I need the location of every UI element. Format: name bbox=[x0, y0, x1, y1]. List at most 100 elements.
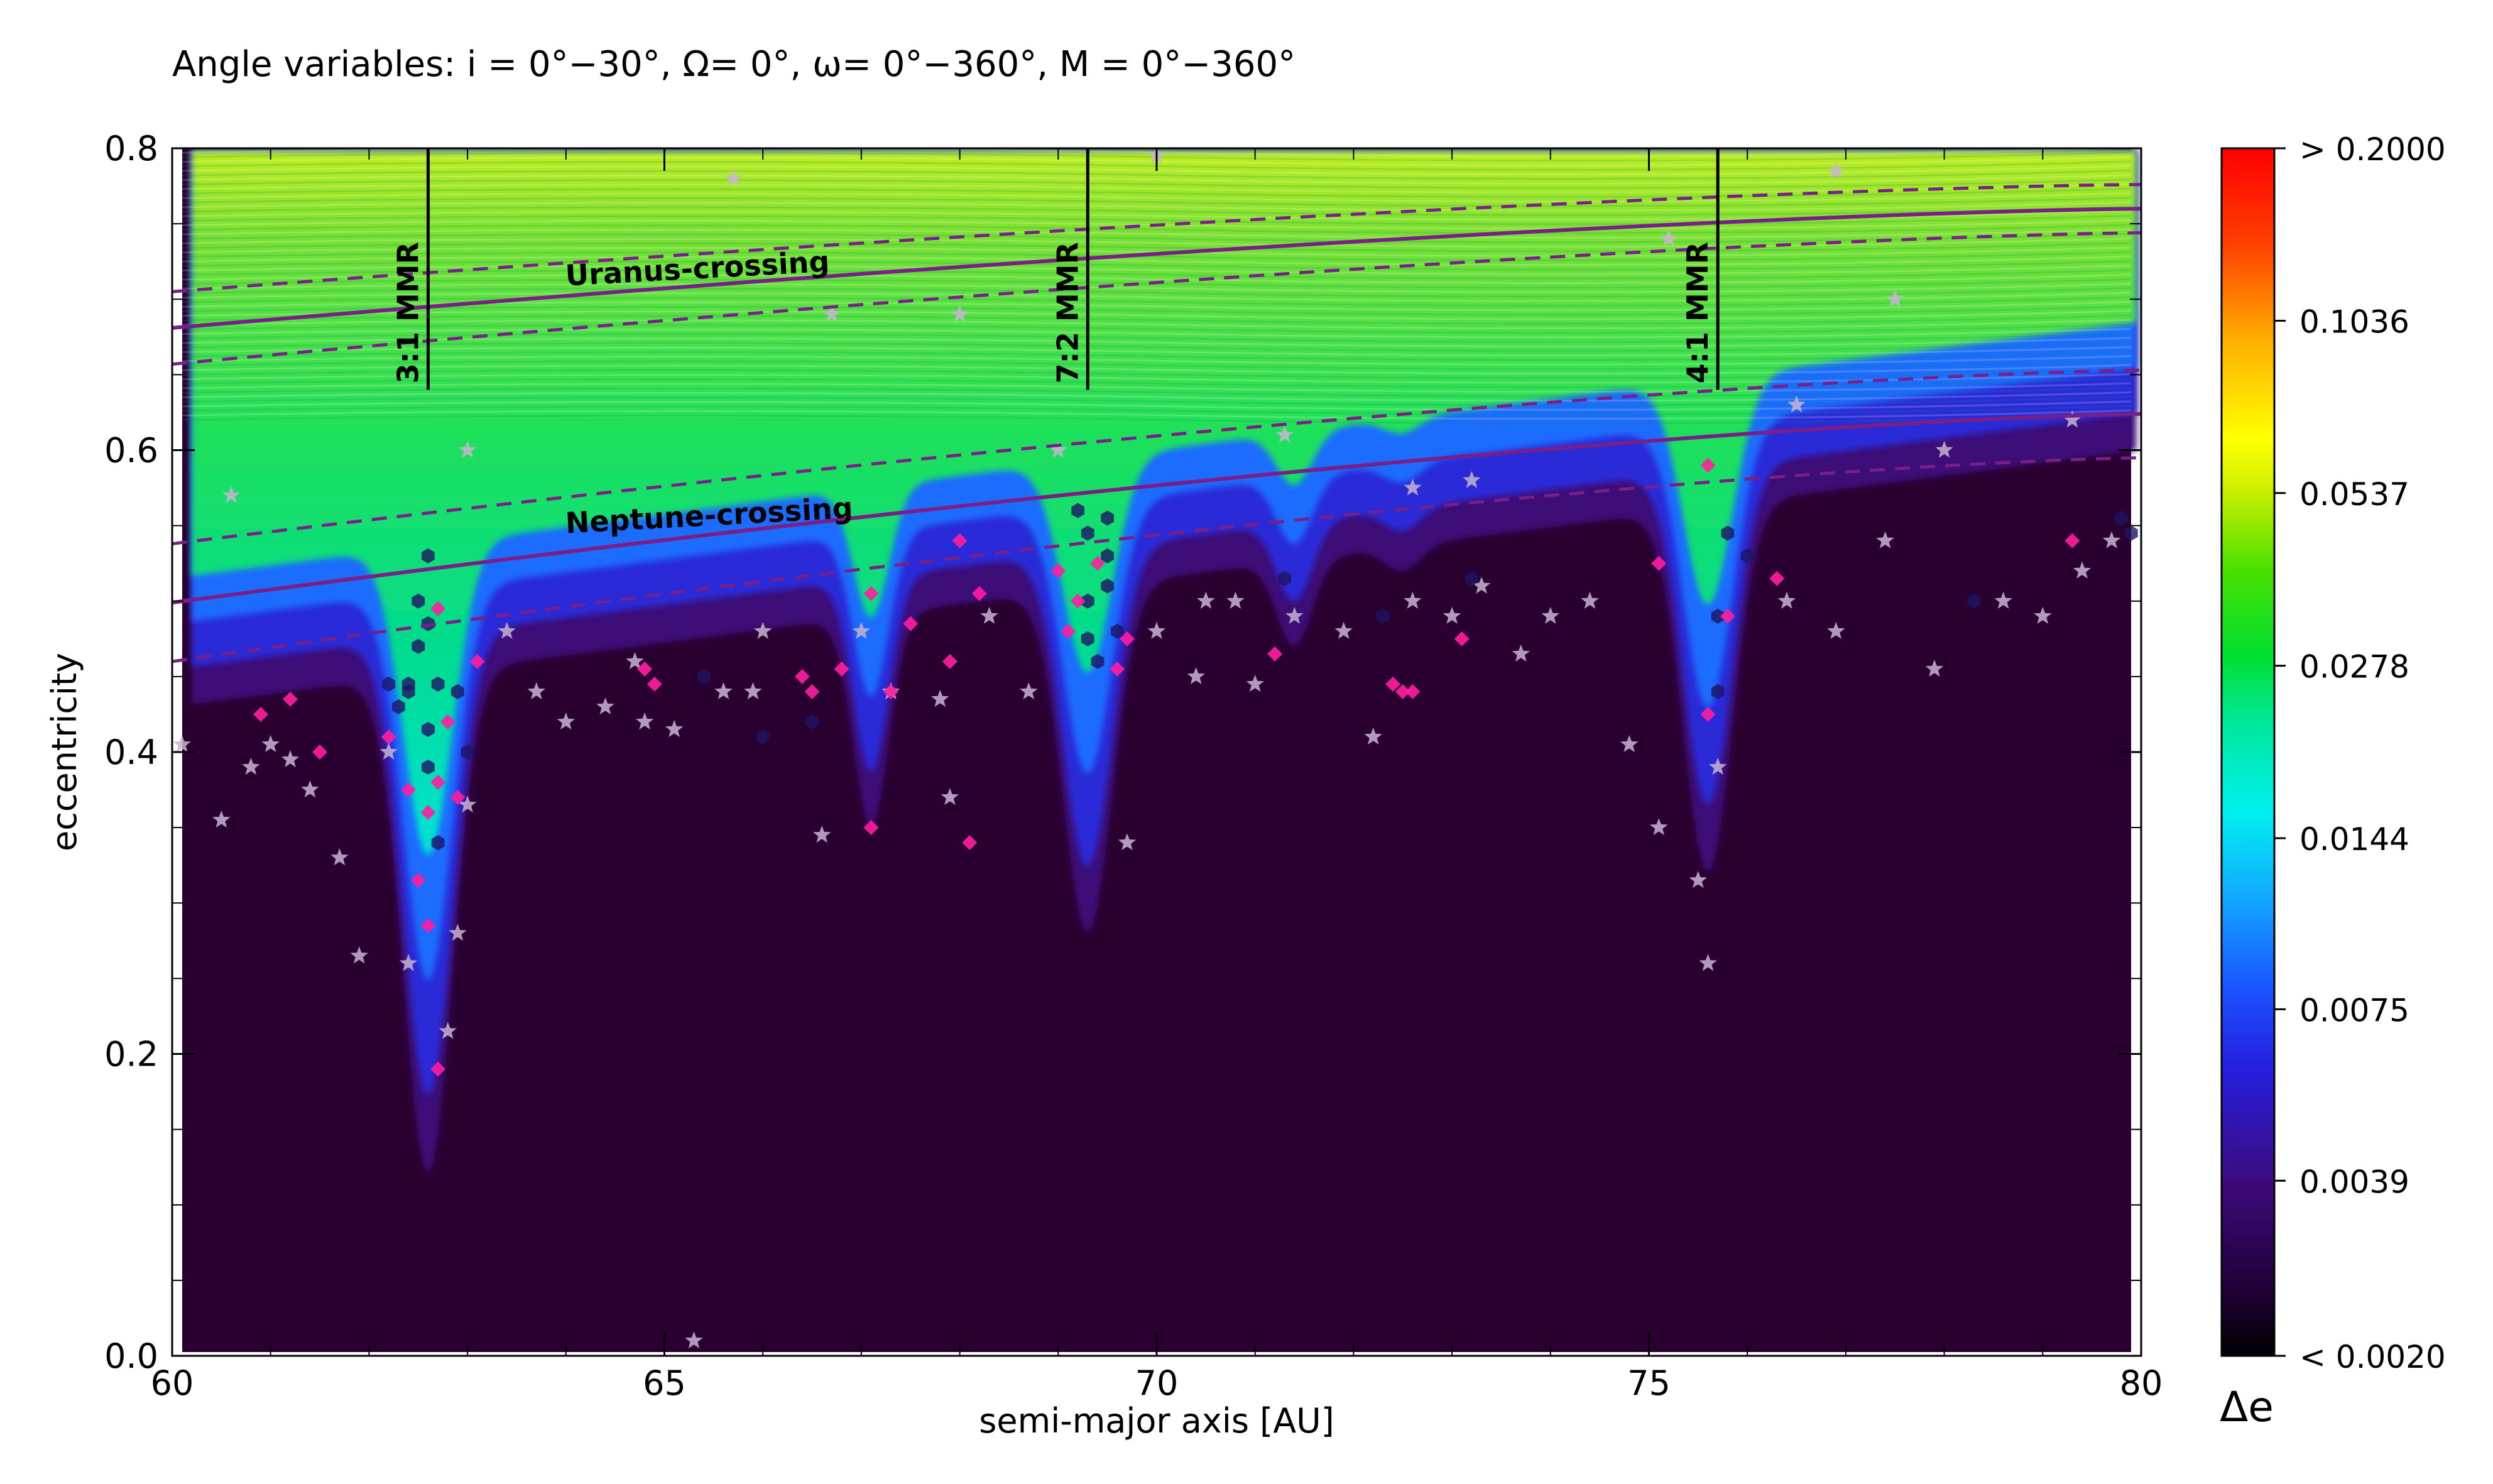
colorbar-tick-label: 0.0278 bbox=[2299, 649, 2409, 685]
resonance-label: 7:2 MMR bbox=[1050, 242, 1084, 383]
star-marker bbox=[744, 682, 762, 699]
star-marker bbox=[1443, 606, 1461, 624]
hexagon-marker bbox=[1081, 631, 1094, 647]
texture-line bbox=[182, 287, 2132, 298]
texture-line bbox=[182, 405, 2132, 415]
texture-line bbox=[182, 151, 2132, 162]
y-tick-label: 0.0 bbox=[104, 1336, 158, 1376]
resonance-label: 4:1 MMR bbox=[1681, 242, 1715, 383]
diamond-marker bbox=[1089, 555, 1105, 571]
star-marker bbox=[379, 743, 398, 760]
green-band bbox=[192, 151, 2137, 856]
texture-line bbox=[182, 251, 2132, 261]
texture-line bbox=[182, 337, 2132, 347]
star-marker bbox=[1581, 591, 1599, 609]
star-marker bbox=[980, 606, 998, 624]
hexagon-marker bbox=[451, 684, 464, 699]
resonance-lines: 3:1 MMR 7:2 MMR 4:1 MMR bbox=[391, 148, 1720, 390]
texture-line bbox=[182, 205, 2132, 216]
star-marker bbox=[1827, 161, 1845, 179]
diamond-marker bbox=[883, 684, 898, 699]
diamond-marker bbox=[381, 729, 396, 745]
star-marker bbox=[685, 1331, 703, 1349]
star-marker bbox=[1649, 818, 1668, 836]
star-marker bbox=[330, 848, 349, 866]
star-marker bbox=[852, 621, 871, 639]
hexagon-marker bbox=[401, 676, 415, 692]
texture-line bbox=[182, 386, 2132, 398]
texture-line bbox=[182, 378, 2132, 388]
star-marker bbox=[1699, 954, 1717, 971]
diamond-marker bbox=[1700, 457, 1716, 473]
hexagon-marker bbox=[1278, 570, 1292, 586]
star-marker bbox=[1925, 659, 1944, 677]
diamond-marker bbox=[903, 616, 919, 631]
texture-line bbox=[182, 292, 2132, 302]
texture-line bbox=[182, 237, 2132, 248]
texture-line bbox=[182, 296, 2132, 307]
star-marker bbox=[399, 954, 418, 971]
diamond-marker bbox=[952, 533, 968, 548]
hexagon-marker bbox=[1071, 503, 1084, 518]
hexagon-marker bbox=[805, 714, 819, 729]
colorbar-ticks: > 0.2000 0.1036 0.0537 0.0278 0.0144 0.0075 0.… bbox=[2274, 131, 2446, 1375]
hexagon-marker bbox=[1711, 684, 1725, 699]
diamond-marker bbox=[410, 873, 426, 888]
star-marker bbox=[439, 1022, 457, 1039]
star-marker bbox=[261, 735, 280, 753]
diamond-marker bbox=[1267, 646, 1283, 662]
diamond-marker bbox=[962, 835, 978, 851]
star-marker bbox=[557, 712, 576, 730]
hexagon-marker bbox=[1101, 548, 1114, 564]
hexagon-marker bbox=[697, 668, 711, 684]
x-axis-label: semi-major axis [AU] bbox=[979, 1401, 1334, 1441]
y-axis-label: eccentricity bbox=[45, 653, 84, 851]
star-marker bbox=[173, 735, 191, 753]
curve-dashed-upper bbox=[172, 183, 2141, 293]
texture-line bbox=[182, 201, 2132, 212]
diamond-marker bbox=[834, 661, 849, 677]
hexagon-marker bbox=[461, 745, 474, 760]
diamond-marker bbox=[1405, 684, 1421, 699]
diamond-marker bbox=[794, 668, 810, 684]
texture-line bbox=[182, 364, 2132, 375]
texture-line bbox=[182, 355, 2132, 366]
colorbar-tick-label: 0.1036 bbox=[2299, 304, 2409, 341]
texture-line bbox=[182, 305, 2132, 316]
curve-solid bbox=[172, 412, 2141, 605]
star-marker bbox=[222, 486, 241, 503]
star-marker bbox=[665, 720, 684, 738]
star-marker bbox=[301, 780, 319, 798]
star-marker bbox=[1020, 682, 1038, 699]
colorbar-tick-label: 0.0075 bbox=[2299, 992, 2409, 1028]
star-marker bbox=[1620, 735, 1639, 753]
curve-dashed-lower bbox=[172, 456, 2141, 663]
diamond-marker bbox=[1454, 631, 1470, 647]
diamond-marker bbox=[863, 586, 879, 601]
texture-line bbox=[182, 242, 2132, 253]
colorbar: > 0.2000 0.1036 0.0537 0.0278 0.0144 0.0075 0.… bbox=[2220, 131, 2446, 1431]
texture-line bbox=[182, 368, 2132, 379]
object-markers bbox=[173, 148, 2138, 1349]
diamond-marker bbox=[2065, 533, 2080, 548]
star-marker bbox=[1334, 621, 1353, 639]
hexagon-marker bbox=[1711, 608, 1725, 624]
texture-line bbox=[182, 382, 2132, 393]
y-tick-label: 0.6 bbox=[104, 431, 158, 471]
star-marker bbox=[822, 305, 841, 322]
texture-line bbox=[182, 413, 2132, 425]
colorbar-label: Δe bbox=[2220, 1383, 2274, 1431]
diamond-marker bbox=[1110, 661, 1125, 677]
star-marker bbox=[724, 169, 743, 187]
diamond-marker bbox=[450, 790, 466, 805]
texture-line bbox=[182, 269, 2132, 280]
hexagon-marker bbox=[1110, 623, 1124, 639]
diamond-marker bbox=[1651, 555, 1667, 571]
texture-line bbox=[182, 214, 2132, 226]
hexagon-marker bbox=[1081, 525, 1094, 541]
diamond-marker bbox=[1119, 631, 1135, 647]
colorbar-tick-label: 0.0537 bbox=[2299, 476, 2409, 513]
star-marker bbox=[2063, 410, 2081, 428]
star-marker bbox=[1689, 871, 1708, 888]
